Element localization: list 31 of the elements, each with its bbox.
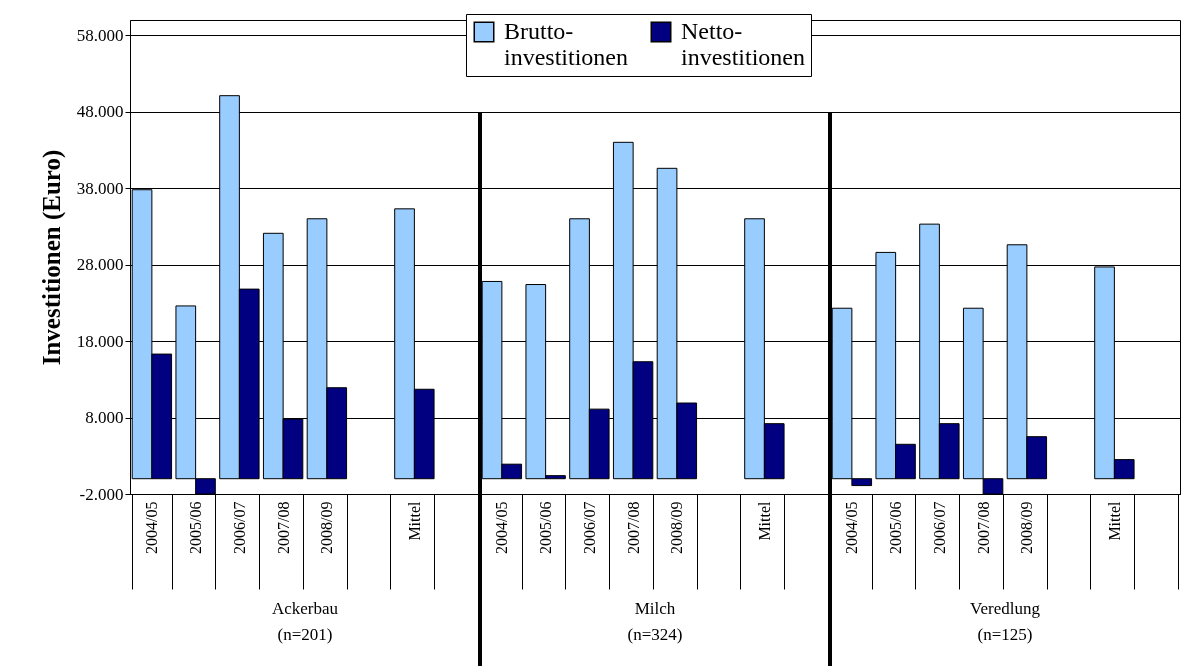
x-tick-label: Mittel (405, 500, 423, 541)
x-tick-label: 2005/06 (537, 501, 555, 554)
y-tick-label: 58.000 (76, 25, 124, 45)
x-tick-label: 2005/06 (887, 501, 905, 554)
x-tick-label: 2006/07 (580, 501, 598, 554)
y-tick-label: 18.000 (76, 331, 124, 351)
x-tick-label: 2006/07 (230, 501, 248, 554)
y-tick-label: -2.000 (79, 484, 124, 504)
text: Ackerbau (n=201) (271, 598, 339, 646)
x-tick-label: 2004/05 (493, 501, 511, 554)
x-tick-label: 2004/05 (843, 501, 861, 554)
legend-label: Brutto- investitionen (504, 18, 628, 70)
text: Veredlung (n=125) (970, 598, 1040, 646)
x-tick-label: 2007/08 (624, 501, 642, 554)
x-tick-label: 2005/06 (187, 501, 205, 554)
x-tick-label: 2007/08 (274, 501, 292, 554)
x-tick-label: 2008/09 (1018, 501, 1036, 554)
y-tick-label: 38.000 (76, 178, 124, 198)
x-tick-label: 2006/07 (930, 501, 948, 554)
y-tick-label: 28.000 (76, 255, 124, 275)
y-tick-label: 48.000 (76, 102, 124, 122)
x-tick-label: 2008/09 (318, 501, 336, 554)
x-tick-label: Mittel (1105, 500, 1123, 541)
x-tick-label: 2004/05 (143, 501, 161, 554)
y-axis-title: Investitionen (Euro) (37, 149, 66, 366)
legend-label: Netto- investitionen (681, 18, 805, 70)
x-tick-label: 2008/09 (668, 501, 686, 554)
x-tick-label: Mittel (755, 500, 773, 541)
y-tick-label: 8.000 (85, 408, 124, 428)
text: Milch (n=324) (627, 598, 683, 646)
x-tick-label: 2007/08 (974, 501, 992, 554)
